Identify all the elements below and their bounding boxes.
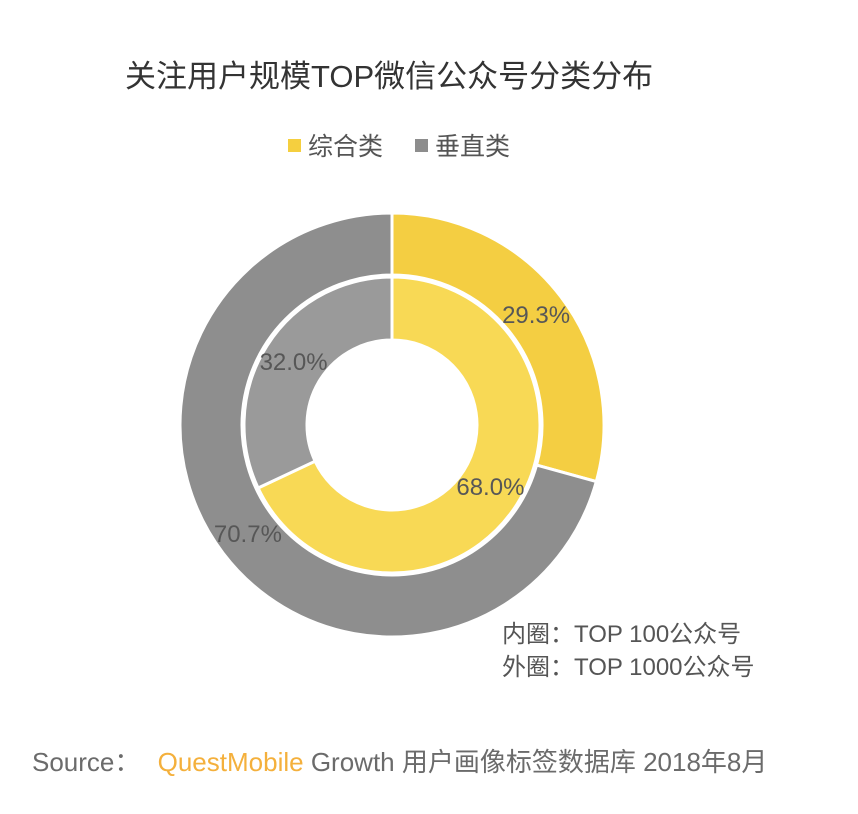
outer-ring-slice-1 [390,211,606,484]
inner-ring-label-1: 68.0% [456,474,524,501]
outer-ring-label-2: 70.7% [214,521,282,548]
source-brand: QuestMobile [157,747,304,777]
chart-legend: 综合类 垂直类 [288,127,542,163]
legend-label-vertical: 垂直类 [435,133,511,161]
outer-ring-label-1: 29.3% [502,302,570,329]
donut-slice-labels: 68.0% 32.0% 29.3% 70.7% [214,302,570,548]
legend-item-vertical: 垂直类 [415,127,510,163]
donut-slices [178,211,606,639]
source-detail: Growth 用户画像标签数据库 2018年8月 [310,747,768,777]
outer-ring-slice-2 [178,211,599,639]
inner-ring-slice-1 [256,275,542,575]
legend-swatch-comprehensive [288,138,301,152]
ring-annotations: 内圈：TOP 100公众号 外圈：TOP 1000公众号 [502,618,755,684]
inner-ring-annotation: 内圈：TOP 100公众号 [502,621,742,648]
inner-ring-label-2: 32.0% [260,349,328,376]
chart-title: 关注用户规模TOP微信公众号分类分布 [125,59,654,94]
legend-label-comprehensive: 综合类 [308,133,384,161]
outer-ring-annotation: 外圈：TOP 1000公众号 [502,654,755,681]
source-line: Source： QuestMobile Growth 用户画像标签数据库 201… [32,742,767,782]
inner-ring-slice-2 [242,275,394,491]
legend-swatch-vertical [415,138,429,152]
legend-item-comprehensive: 综合类 [288,127,383,163]
source-prefix: Source： [32,747,141,777]
